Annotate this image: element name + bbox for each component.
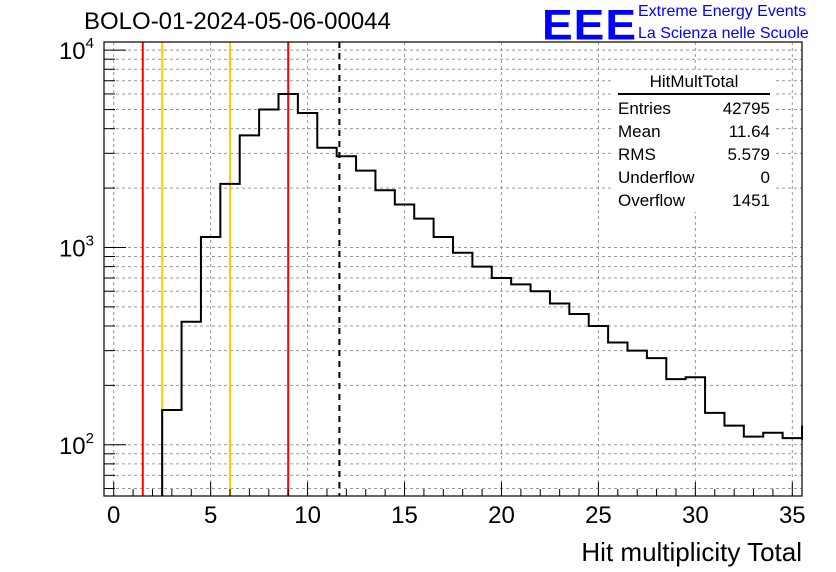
stats-row-rms: RMS 5.579 — [612, 143, 776, 166]
histogram-bin — [744, 437, 763, 496]
histogram-bin — [356, 171, 375, 496]
x-tick-label: 35 — [779, 502, 806, 529]
stats-row-underflow: Underflow 0 — [612, 166, 776, 189]
stats-value: 0 — [760, 168, 770, 187]
logo-line-1: Extreme Energy Events — [638, 3, 807, 20]
histogram-bin — [763, 433, 782, 496]
cut-lines — [141, 42, 341, 496]
histogram-bin — [666, 379, 685, 496]
y-tick-base: 10 — [59, 38, 86, 65]
histogram-bin — [414, 219, 433, 496]
stats-value: 42795 — [722, 99, 770, 118]
y-tick-label: 103 — [59, 232, 94, 262]
x-tick-label: 0 — [107, 502, 120, 529]
plot-frame — [103, 41, 803, 497]
histogram-bin — [628, 351, 647, 496]
histogram-bin — [453, 253, 472, 496]
x-tick-label: 5 — [204, 502, 217, 529]
stats-value: 11.64 — [728, 122, 770, 141]
histogram-bin — [705, 413, 724, 496]
stats-label: Underflow — [618, 168, 695, 187]
histogram-line — [161, 92, 803, 496]
histogram-bin — [240, 135, 259, 496]
histogram-bin — [550, 304, 569, 496]
y-tick-base: 10 — [59, 433, 86, 460]
histogram-bin — [375, 190, 394, 496]
stats-row-entries: Entries 42795 — [612, 97, 776, 120]
stats-box-title: HitMultTotal — [618, 72, 770, 95]
logo-line-2: La Scienza nelle Scuole — [638, 25, 809, 42]
stats-label: Overflow — [618, 191, 686, 210]
y-tick-exponent: 2 — [86, 430, 94, 447]
x-tick-label: 20 — [488, 502, 515, 529]
eee-logo: EEE — [542, 0, 638, 49]
histogram-bin — [317, 148, 336, 496]
histogram-bin — [686, 377, 705, 496]
stats-box: HitMultTotal Entries 42795 Mean 11.64 RM… — [612, 72, 776, 212]
histogram-bin — [434, 237, 453, 496]
histogram-bin — [182, 322, 201, 496]
stats-row-mean: Mean 11.64 — [612, 120, 776, 143]
histogram-bin — [472, 267, 491, 496]
histogram-bin — [531, 291, 550, 496]
histogram-bin — [724, 426, 743, 496]
chart-title: BOLO-01-2024-05-06-00044 — [84, 8, 391, 35]
x-axis-label: Hit multiplicity Total — [581, 537, 802, 567]
stats-value: 5.579 — [727, 145, 770, 164]
x-tick-label: 30 — [682, 502, 709, 529]
histogram-bin — [162, 410, 181, 496]
histogram-bars — [161, 92, 803, 496]
histogram-bin — [259, 110, 278, 496]
stats-value: 1451 — [732, 191, 770, 210]
y-tick-label: 104 — [59, 35, 94, 65]
stats-row-overflow: Overflow 1451 — [612, 189, 776, 212]
stats-label: RMS — [618, 145, 656, 164]
grid-lines — [104, 42, 802, 496]
y-tick-exponent: 4 — [86, 35, 94, 52]
x-tick-label: 15 — [391, 502, 418, 529]
stats-label: Entries — [618, 99, 671, 118]
stats-label: Mean — [618, 122, 661, 141]
y-tick-label: 102 — [59, 430, 94, 460]
y-tick-base: 10 — [59, 235, 86, 262]
x-tick-label: 25 — [585, 502, 612, 529]
y-tick-exponent: 3 — [86, 232, 94, 249]
x-tick-label: 10 — [294, 502, 321, 529]
histogram-bin — [608, 342, 627, 496]
histogram-bin — [569, 314, 588, 496]
